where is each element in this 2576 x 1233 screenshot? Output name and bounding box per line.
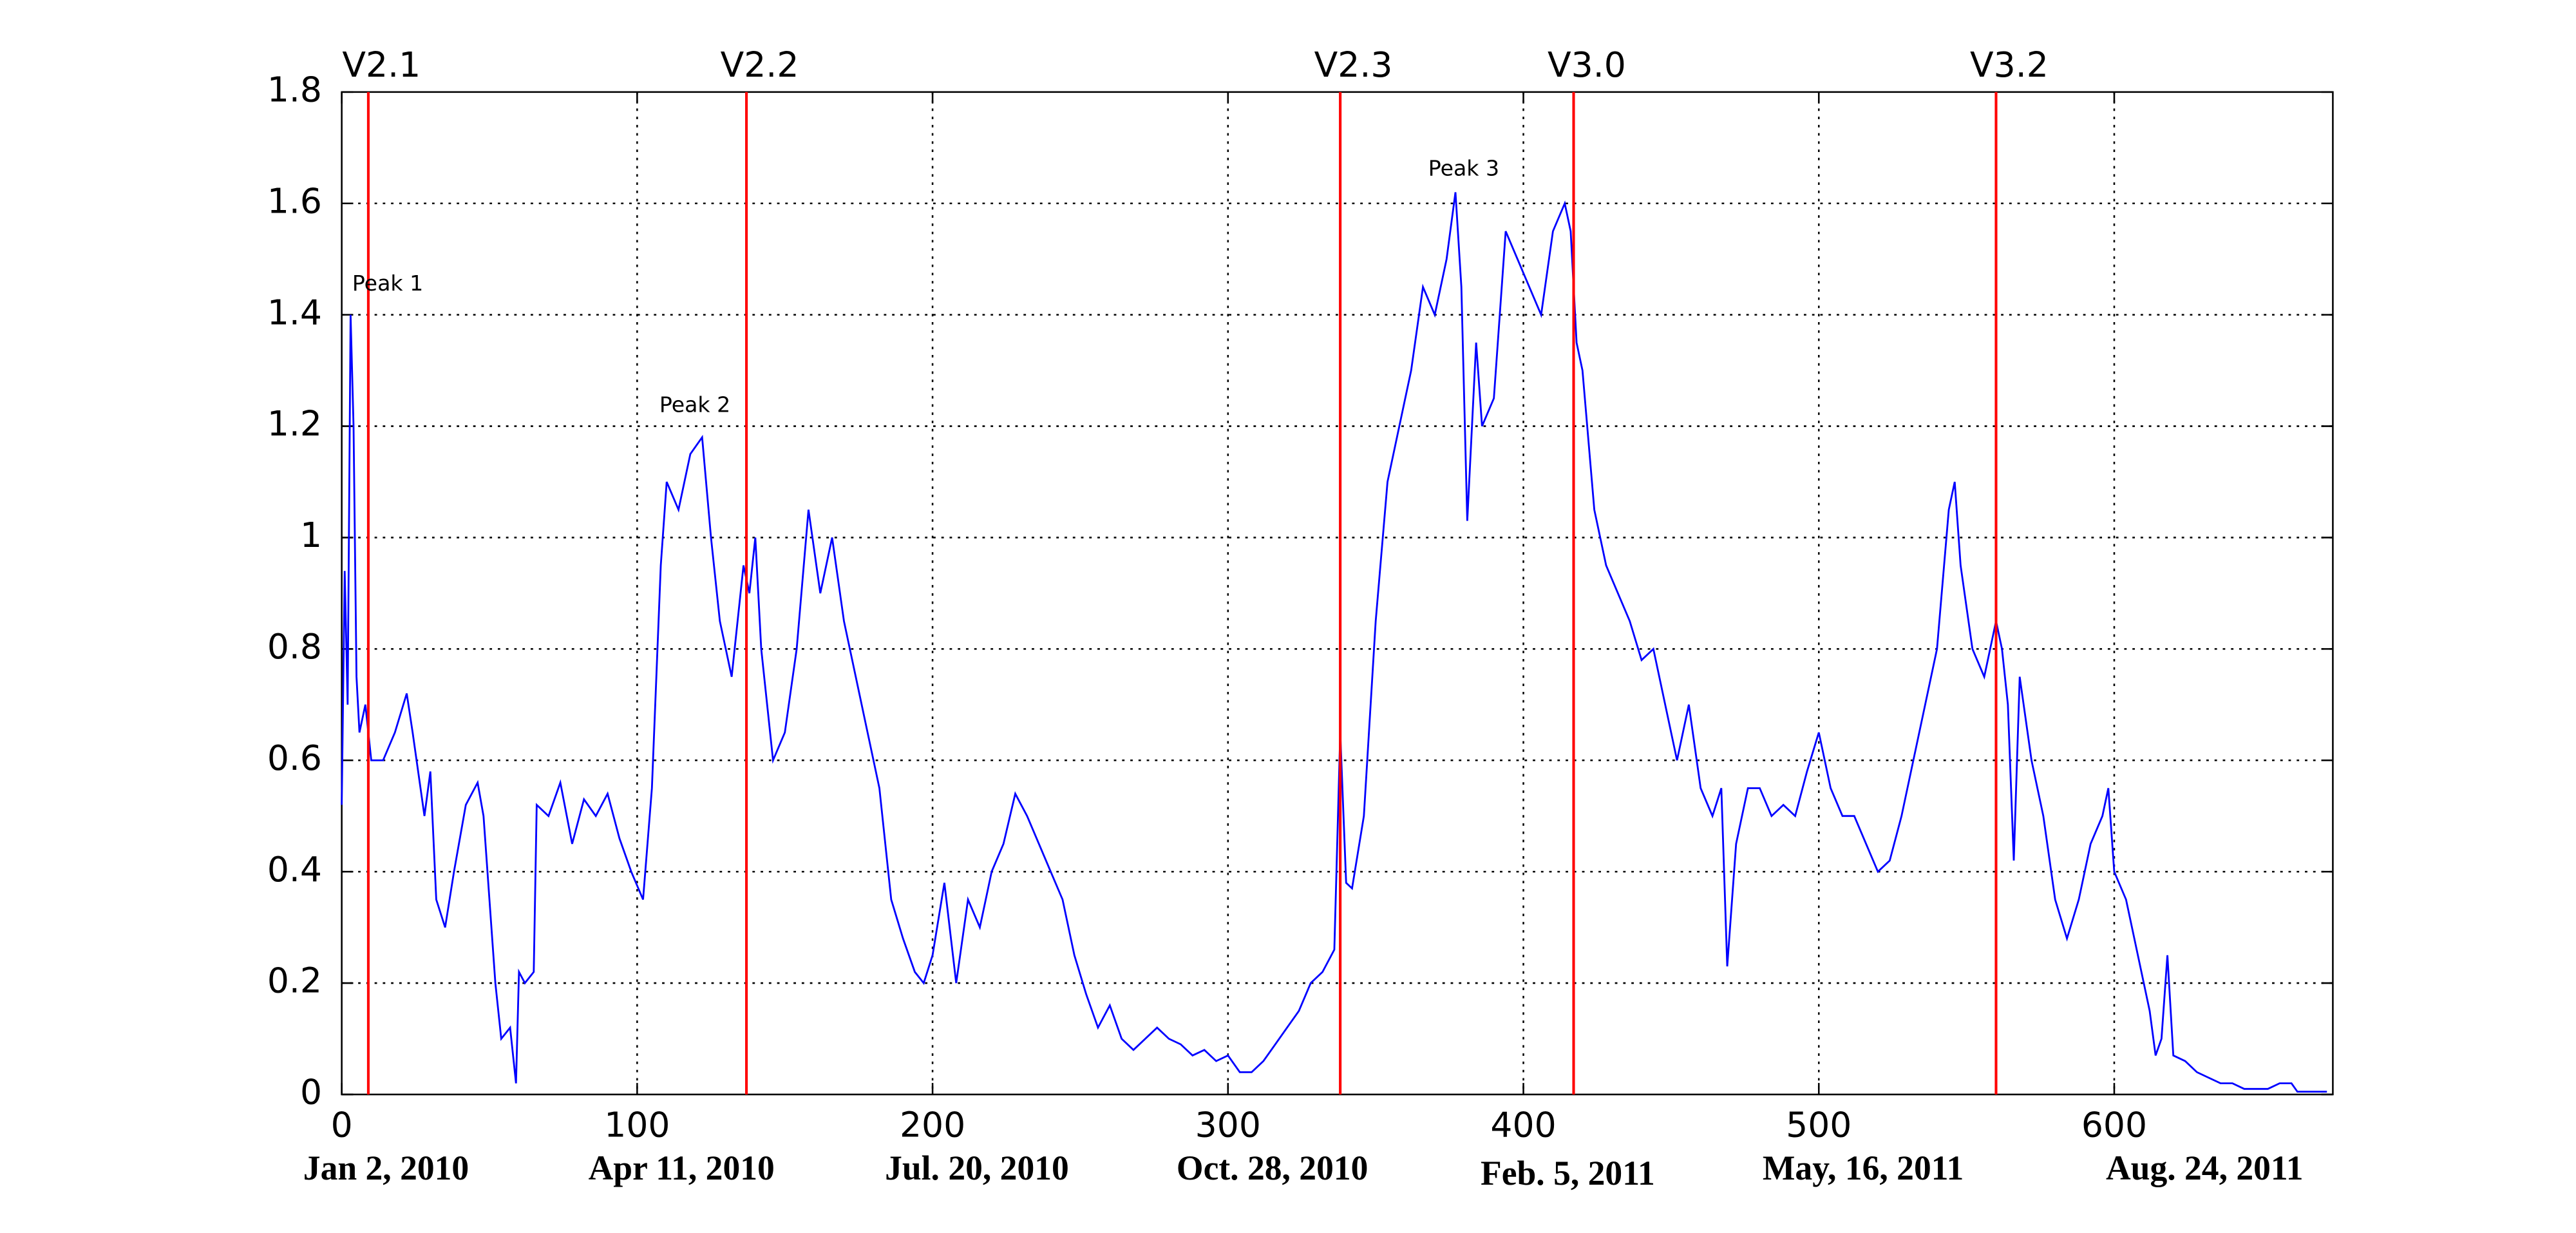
x-date-label: Jul. 20, 2010 (885, 1149, 1069, 1187)
x-date-label: Feb. 5, 2011 (1481, 1154, 1655, 1192)
x-date-label: May, 16, 2011 (1763, 1149, 1964, 1187)
version-label: V2.2 (721, 44, 799, 85)
version-label: V2.3 (1314, 44, 1393, 85)
plot-frame (341, 91, 2334, 1096)
y-tick-label: 0.6 (267, 738, 322, 778)
y-tick-label: 1.6 (267, 180, 322, 221)
x-date-label: Jan 2, 2010 (303, 1149, 469, 1187)
x-date-label: Oct. 28, 2010 (1177, 1149, 1368, 1187)
version-label: V3.2 (1970, 44, 2049, 85)
peak-annotation: Peak 1 (352, 271, 423, 296)
version-label: V2.1 (342, 44, 421, 85)
y-tick-label: 0 (300, 1072, 322, 1113)
x-date-label: Aug. 24, 2011 (2106, 1149, 2304, 1187)
x-date-label: Apr 11, 2010 (589, 1149, 775, 1187)
peak-annotation: Peak 3 (1428, 155, 1499, 180)
y-tick-label: 1 (300, 515, 322, 555)
x-tick-label: 200 (900, 1105, 965, 1145)
x-tick-label: 500 (1786, 1105, 1852, 1145)
x-tick-label: 0 (331, 1105, 353, 1145)
x-tick-label: 400 (1490, 1105, 1556, 1145)
data-line (341, 192, 2327, 1093)
y-tick-label: 0.8 (267, 626, 322, 667)
y-tick-label: 1.8 (267, 69, 322, 110)
y-tick-label: 0.2 (267, 961, 322, 1001)
version-label: V3.0 (1548, 44, 1626, 85)
x-tick-label: 300 (1195, 1105, 1261, 1145)
x-tick-label: 600 (2081, 1105, 2147, 1145)
peak-annotation: Peak 2 (659, 392, 730, 417)
y-tick-label: 1.2 (267, 403, 322, 444)
x-tick-label: 100 (604, 1105, 670, 1145)
y-tick-label: 1.4 (267, 292, 322, 332)
y-tick-label: 0.4 (267, 849, 322, 890)
